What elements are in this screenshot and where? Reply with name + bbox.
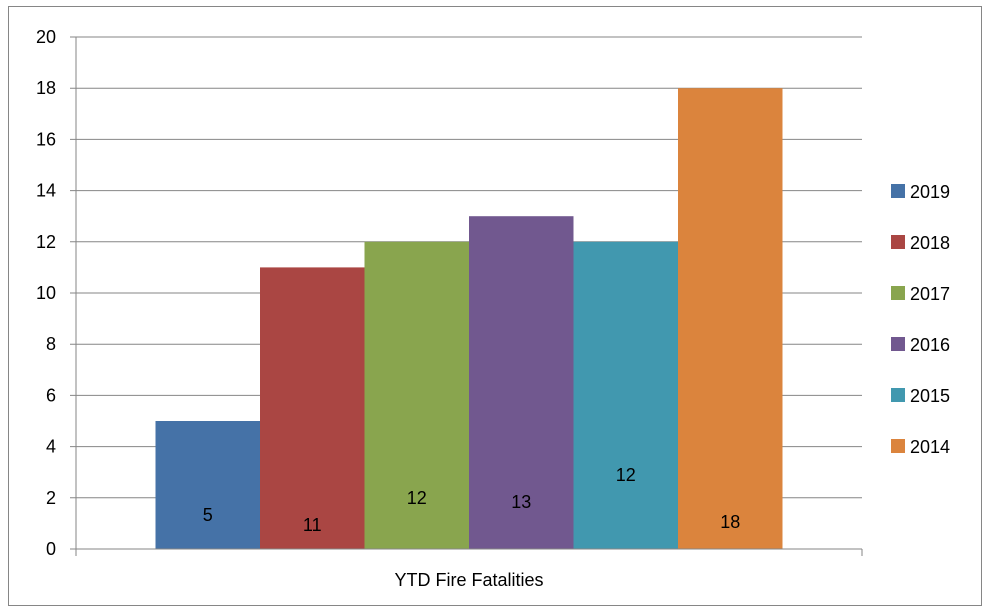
legend-swatch-2017 — [891, 286, 905, 300]
y-tick-label: 14 — [36, 181, 56, 201]
legend-swatch-2019 — [891, 184, 905, 198]
y-tick-label: 16 — [36, 129, 56, 149]
legend-label-2018: 2018 — [910, 233, 950, 253]
bar-2018 — [260, 267, 365, 549]
y-tick-label: 4 — [46, 437, 56, 457]
bar-2016 — [469, 216, 574, 549]
y-tick-label: 12 — [36, 232, 56, 252]
legend-swatch-2015 — [891, 388, 905, 402]
y-tick-label: 0 — [46, 539, 56, 559]
x-category-label: YTD Fire Fatalities — [394, 570, 543, 590]
data-label-2015: 12 — [616, 465, 636, 485]
y-tick-label: 10 — [36, 283, 56, 303]
y-tick-labels: 0 2 4 6 8 10 12 14 16 18 20 — [36, 27, 56, 559]
legend-label-2019: 2019 — [910, 182, 950, 202]
legend-swatch-2014 — [891, 439, 905, 453]
bars — [155, 88, 783, 550]
y-tick-label: 8 — [46, 334, 56, 354]
bar-2015 — [573, 241, 678, 550]
bar-2019 — [155, 421, 260, 549]
data-labels: 5 11 12 13 12 18 — [203, 465, 741, 535]
axes — [75, 37, 863, 556]
bar-2017 — [364, 241, 469, 550]
legend: 2019 2018 2017 2016 2015 2014 — [891, 182, 950, 457]
legend-label-2014: 2014 — [910, 437, 950, 457]
y-tick-label: 20 — [36, 27, 56, 47]
bar-2014 — [678, 88, 783, 549]
y-tick-label: 6 — [46, 385, 56, 405]
data-label-2018: 11 — [303, 515, 322, 535]
y-tick-label: 2 — [46, 488, 56, 508]
legend-swatch-2016 — [891, 337, 905, 351]
data-label-2014: 18 — [720, 512, 740, 532]
data-label-2017: 12 — [407, 488, 427, 508]
legend-label-2016: 2016 — [910, 335, 950, 355]
legend-swatch-2018 — [891, 235, 905, 249]
data-label-2019: 5 — [203, 505, 213, 525]
legend-label-2015: 2015 — [910, 386, 950, 406]
data-label-2016: 13 — [511, 492, 531, 512]
y-tick-label: 18 — [36, 78, 56, 98]
legend-label-2017: 2017 — [910, 284, 950, 304]
